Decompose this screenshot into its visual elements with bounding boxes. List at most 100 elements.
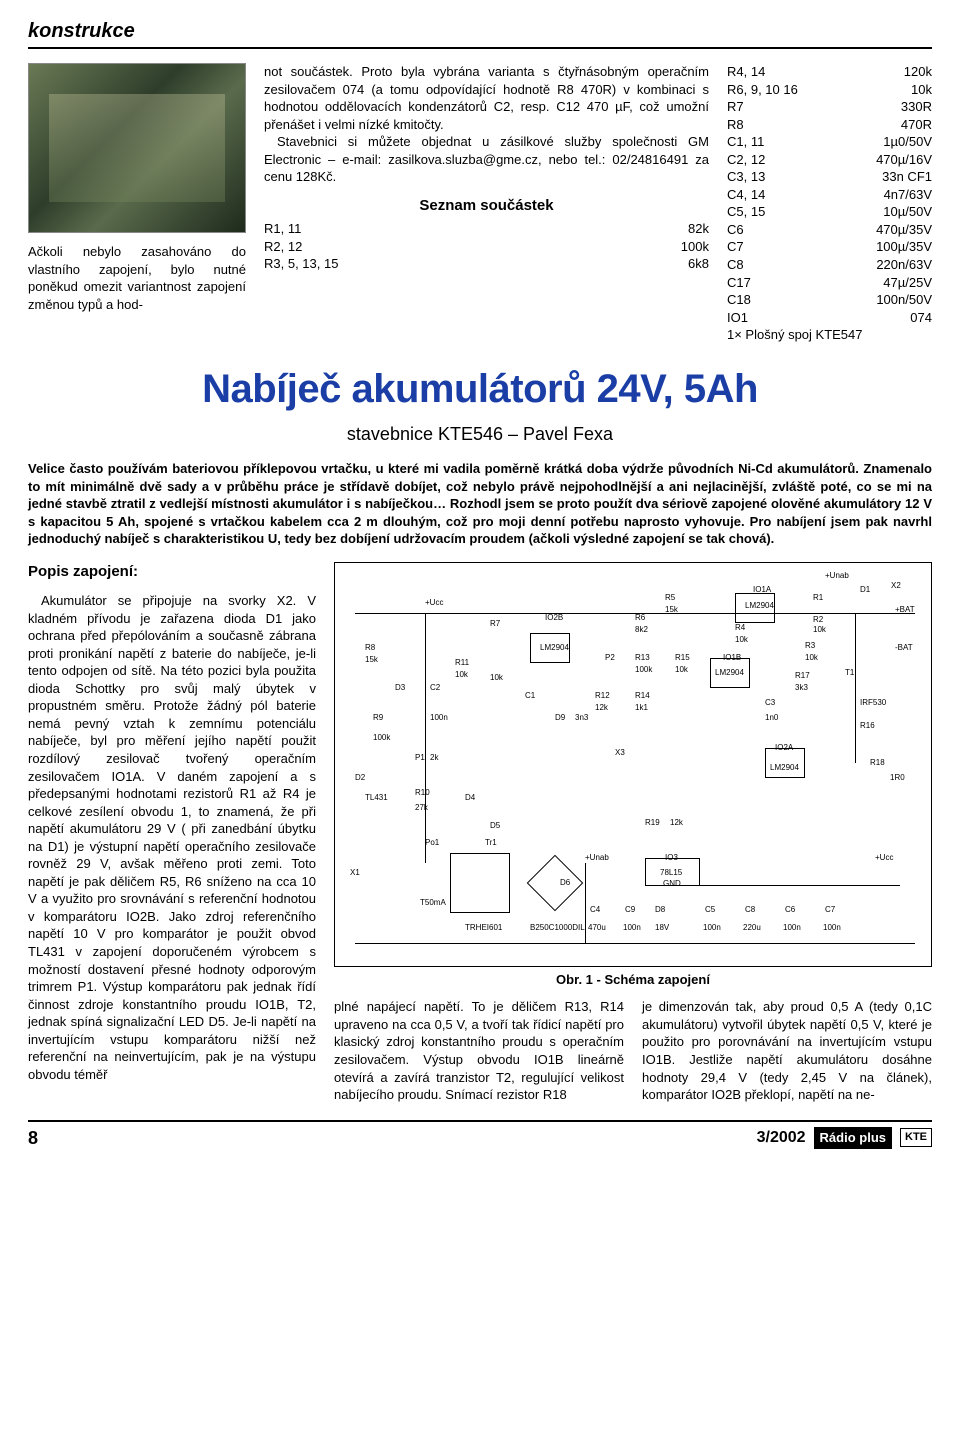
issue-label: 3/2002 [757,1127,806,1149]
body-section: Popis zapojení: Akumulátor se připojuje … [28,562,932,1104]
schematic-label: 220u [743,923,761,934]
schematic-label: 10k [805,653,818,664]
schematic-label: R3 [805,641,815,652]
schematic-label: C4 [590,905,600,916]
schematic-label: C9 [625,905,635,916]
schematic-label: +Ucc [425,598,443,609]
page-footer: 8 3/2002 Rádio plus KTE [28,1120,932,1150]
top-col-1: Ačkoli nebylo zasahováno do vlastního za… [28,63,246,344]
schematic-label: +BAT [895,605,915,616]
schematic-label: R5 [665,593,675,604]
pcb-photo [28,63,246,233]
schematic-label: LM2904 [745,601,774,612]
schematic-label: P2 [605,653,615,664]
schematic-label: D1 [860,585,870,596]
schematic-label: X3 [615,748,625,759]
schematic-label: P1 [415,753,425,764]
bom-row: C5, 1510µ/50V [727,203,932,221]
top-col-2: not součástek. Proto byla vybrána varian… [264,63,709,344]
schematic-label: 3n3 [575,713,588,724]
bom-row: C4, 144n7/63V [727,186,932,204]
schematic-label: R15 [675,653,690,664]
schematic-label: R11 [455,658,469,669]
schematic-label: 100k [635,665,652,676]
bom-row: R6, 9, 10 1610k [727,81,932,99]
schematic-label: LM2904 [715,668,744,679]
below-col-1: plné napájecí napětí. To je děličem R13,… [334,998,624,1103]
schematic-label: 1k1 [635,703,648,714]
schematic-label: R7 [490,619,500,630]
schematic-label: Po1 [425,838,439,849]
schematic-label: R13 [635,653,650,664]
body-left-column: Popis zapojení: Akumulátor se připojuje … [28,562,316,1104]
schematic-label: +Unab [825,571,849,582]
schematic-label: 3k3 [795,683,808,694]
schematic-label: R17 [795,671,810,682]
bom-row: R8470R [727,116,932,134]
bom-row: C1747µ/25V [727,274,932,292]
bom-row: C3, 1333n CF1 [727,168,932,186]
bom-row: C7100µ/35V [727,238,932,256]
schematic-label: X1 [350,868,360,879]
schematic-label: GND [663,879,681,890]
schematic-label: 100n [430,713,448,724]
schematic-label: Tr1 [485,838,497,849]
schematic-label: R14 [635,691,650,702]
schematic-label: D5 [490,821,500,832]
schematic-label: R6 [635,613,645,624]
schematic-label: D9 [555,713,565,724]
schematic-label: D3 [395,683,405,694]
bom-row: R1, 1182k [264,220,709,238]
top-section: Ačkoli nebylo zasahováno do vlastního za… [28,63,932,344]
intro-paragraph: Velice často používám bateriovou příklep… [28,460,932,548]
bom-row: C1, 111µ0/50V [727,133,932,151]
schematic-label: R1 [813,593,823,604]
schematic-label: IO2B [545,613,563,624]
schematic-diagram: +UnabD1X2IO1AR1+BATLM2904R210kR5R615k8k2… [334,562,932,967]
schematic-label: TRHEI601 [465,923,502,934]
schematic-label: 10k [455,670,468,681]
schematic-label: 1R0 [890,773,905,784]
schematic-label: IO1B [723,653,741,664]
schematic-label: D6 [560,878,570,889]
bom-row: C18100n/50V [727,291,932,309]
schematic-label: IO1A [753,585,771,596]
schematic-label: 100n [823,923,841,934]
schematic-label: 12k [670,818,683,829]
below-schematic-cols: plné napájecí napětí. To je děličem R13,… [334,998,932,1103]
schematic-label: 78L15 [660,868,682,879]
schematic-label: 15k [665,605,678,616]
schematic-label: R8 [365,643,375,654]
bom-right-list: R4, 14120kR6, 9, 10 1610kR7330RR8470RC1,… [727,63,932,344]
schematic-label: R9 [373,713,383,724]
schematic-label: LM2904 [770,763,799,774]
bom-heading: Seznam součástek [264,196,709,216]
header-rule [28,47,932,49]
bom-row: IO1074 [727,309,932,327]
schematic-label: R19 [645,818,660,829]
footer-right: 3/2002 Rádio plus KTE [757,1127,932,1149]
top-col2-para2: Stavebnici si můžete objednat u zásilkov… [264,133,709,186]
schematic-label: D8 [655,905,665,916]
schematic-label: 15k [365,655,378,666]
schematic-label: C2 [430,683,440,694]
schematic-label: D4 [465,793,475,804]
bom-row: R2, 12100k [264,238,709,256]
page-number: 8 [28,1126,38,1150]
schematic-label: +Unab [585,853,609,864]
schematic-label: R10 [415,788,430,799]
schematic-label: C5 [705,905,715,916]
schematic-label: C1 [525,691,535,702]
schematic-label: IO3 [665,853,678,864]
schematic-label: 18V [655,923,669,934]
schematic-label: 10k [675,665,688,676]
schematic-label: T1 [845,668,854,679]
bom-row: C2, 12470µ/16V [727,151,932,169]
schematic-label: 27k [415,803,428,814]
schematic-label: C3 [765,698,775,709]
schematic-label: 470u [588,923,606,934]
section-category: konstrukce [28,18,932,45]
schematic-caption: Obr. 1 - Schéma zapojení [334,971,932,989]
article-subtitle: stavebnice KTE546 – Pavel Fexa [28,422,932,446]
schematic-label: C8 [745,905,755,916]
